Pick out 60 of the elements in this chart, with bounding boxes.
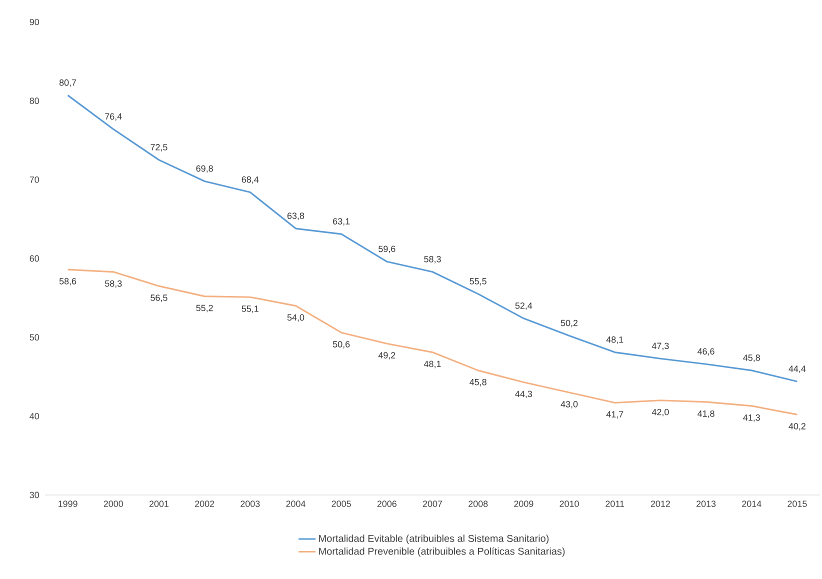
- data-label: 44,4: [788, 366, 806, 373]
- data-label: 56,5: [150, 294, 168, 302]
- data-label: 42,0: [652, 408, 669, 416]
- x-tick-label: 1999: [58, 500, 78, 507]
- data-label: 69,8: [196, 165, 213, 173]
- y-tick-label: 90: [30, 18, 40, 26]
- x-tick-label: 2003: [240, 500, 260, 507]
- data-label: 48,1: [606, 336, 624, 344]
- y-tick-label: 80: [30, 98, 40, 104]
- y-tick-label: 40: [30, 412, 40, 420]
- data-label: 72,5: [150, 144, 168, 152]
- x-tick-label: 2002: [195, 500, 214, 507]
- data-label: 45,8: [470, 378, 486, 386]
- x-tick-label: 2008: [468, 500, 488, 507]
- x-tick-label: 2010: [560, 500, 579, 507]
- x-tick-label: 2015: [788, 500, 807, 507]
- y-tick-label: 50: [30, 334, 40, 340]
- data-label: 49,2: [378, 352, 396, 360]
- data-label: 47,3: [652, 342, 669, 350]
- data-label: 41,7: [606, 411, 624, 419]
- x-tick-label: 2001: [149, 500, 169, 507]
- data-label: 48,1: [424, 360, 441, 368]
- data-label: 41,8: [698, 410, 714, 418]
- x-tick-label: 2009: [514, 500, 534, 507]
- data-label: 80,7: [59, 79, 76, 87]
- data-label: 41,3: [743, 414, 760, 422]
- data-label: 58,3: [105, 280, 122, 288]
- data-label: 46,6: [698, 348, 714, 356]
- data-label: 50,6: [332, 341, 350, 348]
- x-tick-label: 2005: [332, 500, 351, 507]
- data-label: 63,1: [333, 218, 350, 226]
- data-label: 55,2: [196, 304, 213, 312]
- data-label: 76,4: [105, 113, 122, 121]
- legend-label: Mortalidad Prevenible (atribuibles a Políticas Sanitarias): [319, 547, 565, 557]
- data-label: 44,3: [515, 390, 532, 398]
- legend-label: Mortalidad Evitable (atribuibles al Sistema Sanitario): [319, 534, 549, 544]
- x-tick-label: 2013: [696, 500, 716, 507]
- x-tick-label: 2011: [606, 500, 624, 507]
- y-tick-label: 70: [30, 176, 40, 183]
- y-tick-label: 30: [30, 492, 40, 498]
- y-tick-label: 60: [30, 255, 40, 262]
- x-tick-label: 2007: [422, 500, 442, 507]
- data-label: 63,8: [287, 212, 304, 220]
- x-tick-label: 2004: [286, 500, 306, 507]
- data-label: 43,0: [560, 401, 578, 408]
- data-label: 55,5: [470, 278, 486, 286]
- data-label: 50,2: [560, 320, 578, 328]
- x-tick-label: 2006: [377, 500, 396, 507]
- x-tick-label: 2012: [650, 500, 670, 507]
- data-label: 54,0: [287, 314, 304, 322]
- data-label: 68,4: [242, 176, 259, 184]
- data-label: 58,3: [424, 256, 441, 264]
- x-tick-label: 2014: [742, 500, 762, 507]
- data-label: 55,1: [242, 306, 258, 313]
- data-label: 45,8: [743, 354, 760, 362]
- data-label: 52,4: [515, 302, 532, 310]
- data-label: 59,6: [378, 246, 396, 254]
- data-label: 58,6: [59, 278, 76, 286]
- x-tick-label: 2000: [104, 500, 124, 507]
- data-label: 40,2: [788, 423, 806, 430]
